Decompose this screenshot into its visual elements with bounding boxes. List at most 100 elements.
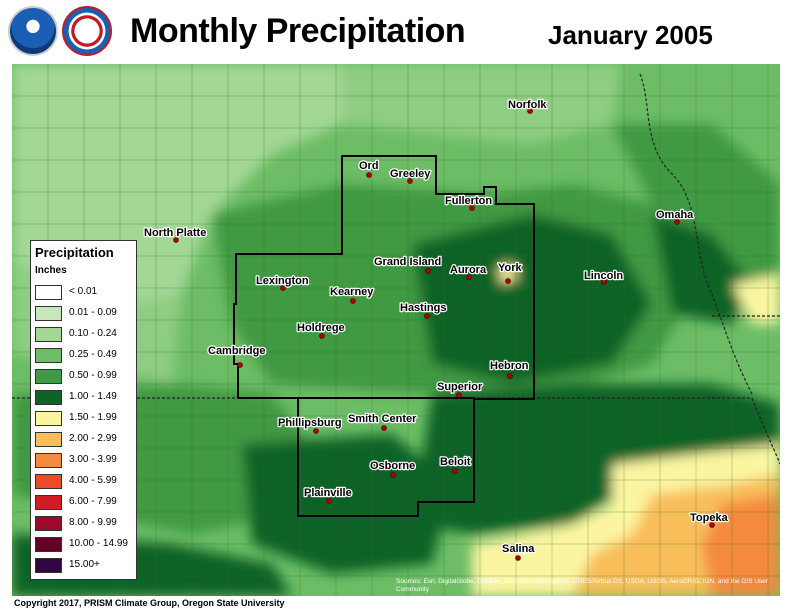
legend-label: 15.00+: [69, 559, 100, 570]
legend-swatch: [35, 474, 62, 489]
svg-text:Grand Island: Grand Island: [374, 256, 441, 268]
svg-text:Salina: Salina: [502, 543, 535, 555]
city-beloit: Beloit: [439, 455, 472, 474]
legend-item: 0.01 - 0.09: [35, 306, 135, 322]
svg-text:Hastings: Hastings: [400, 302, 446, 314]
map-date: January 2005: [548, 20, 713, 50]
legend-swatch: [35, 411, 62, 426]
legend-label: 1.00 - 1.49: [69, 391, 117, 402]
precipitation-map: Norfolk Ord Greeley Fullerton North Plat…: [12, 64, 780, 596]
svg-text:Topeka: Topeka: [690, 512, 729, 524]
zone-yellow-york: [498, 264, 518, 284]
zone-dark-3: [242, 434, 452, 574]
city-kearney: Kearney: [329, 285, 376, 304]
city-omaha: Omaha: [655, 208, 695, 225]
svg-text:Kearney: Kearney: [330, 286, 374, 298]
svg-text:Superior: Superior: [437, 381, 483, 393]
city-ord: Ord: [358, 159, 380, 178]
city-grand-island: Grand Island: [373, 255, 443, 274]
header: Monthly Precipitation January 2005: [0, 0, 792, 62]
legend-item: 1.50 - 1.99: [35, 411, 135, 427]
svg-text:Omaha: Omaha: [656, 209, 694, 221]
legend-item: 0.25 - 0.49: [35, 348, 135, 364]
svg-text:Holdrege: Holdrege: [297, 322, 345, 334]
legend-label: 0.01 - 0.09: [69, 307, 117, 318]
noaa-logo-icon: [8, 6, 58, 56]
legend-label: 6.00 - 7.99: [69, 496, 117, 507]
nws-logo-icon: [62, 6, 112, 56]
legend-label: 3.00 - 3.99: [69, 454, 117, 465]
city-smith-center: Smith Center: [347, 412, 418, 431]
copyright-text: Copyright 2017, PRISM Climate Group, Ore…: [14, 598, 285, 608]
legend-swatch: [35, 432, 62, 447]
city-york: York: [497, 261, 524, 284]
city-osborne: Osborne: [369, 459, 416, 478]
city-lexington: Lexington: [255, 274, 310, 291]
legend-title: Precipitation: [35, 245, 114, 260]
map-legend: Precipitation Inches < 0.01 0.01 - 0.09 0.…: [30, 240, 137, 580]
map-attribution: Sources: Esri, DigitalGlobe, GeoEye, Ear…: [396, 578, 769, 593]
city-phillipsburg: Phillipsburg: [277, 416, 343, 434]
zone-dark-5: [652, 214, 752, 324]
legend-label: 0.50 - 0.99: [69, 370, 117, 381]
legend-item: 15.00+: [35, 558, 135, 574]
city-lincoln: Lincoln: [583, 269, 625, 285]
legend-swatch: [35, 537, 62, 552]
city-fullerton: Fullerton: [444, 194, 494, 211]
legend-swatch: [35, 453, 62, 468]
svg-text:York: York: [498, 262, 523, 274]
city-plainville: Plainville: [303, 486, 353, 504]
legend-label: 8.00 - 9.99: [69, 517, 117, 528]
legend-swatch: [35, 390, 62, 405]
region-outline: [233, 155, 535, 517]
legend-swatch: [35, 306, 62, 321]
legend-swatch: [35, 516, 62, 531]
map-title: Monthly Precipitation: [130, 12, 466, 50]
legend-label: 10.00 - 14.99: [69, 538, 128, 549]
svg-text:Norfolk: Norfolk: [508, 99, 547, 111]
city-hastings: Hastings: [399, 301, 448, 319]
svg-text:North Platte: North Platte: [144, 227, 206, 239]
city-greeley: Greeley: [389, 167, 432, 184]
legend-item: 6.00 - 7.99: [35, 495, 135, 511]
legend-label: < 0.01: [69, 286, 98, 297]
legend-label: 1.50 - 1.99: [69, 412, 117, 423]
legend-item: 2.00 - 2.99: [35, 432, 135, 448]
city-hebron: Hebron: [489, 359, 530, 379]
legend-swatch: [35, 558, 62, 573]
legend-swatch: [35, 348, 62, 363]
svg-text:Hebron: Hebron: [490, 360, 529, 372]
legend-label: 0.25 - 0.49: [69, 349, 117, 360]
svg-text:Cambridge: Cambridge: [208, 345, 265, 357]
city-north-platte: North Platte: [143, 226, 208, 243]
city-topeka: Topeka: [689, 511, 730, 528]
city-aurora: Aurora: [449, 263, 488, 280]
legend-label: 4.00 - 5.99: [69, 475, 117, 486]
legend-item: 1.00 - 1.49: [35, 390, 135, 406]
city-norfolk: Norfolk: [507, 98, 549, 114]
city-salina: Salina: [501, 542, 537, 561]
svg-text:Osborne: Osborne: [370, 460, 415, 472]
city-layer: Norfolk Ord Greeley Fullerton North Plat…: [143, 98, 730, 561]
legend-label: 2.00 - 2.99: [69, 433, 117, 444]
legend-swatch: [35, 327, 62, 342]
legend-swatch: [35, 369, 62, 384]
legend-item: 3.00 - 3.99: [35, 453, 135, 469]
city-holdrege: Holdrege: [296, 321, 346, 339]
svg-text:Phillipsburg: Phillipsburg: [278, 417, 342, 429]
legend-swatch: [35, 495, 62, 510]
legend-swatch: [35, 285, 62, 300]
legend-item: < 0.01: [35, 285, 135, 301]
legend-item: 10.00 - 14.99: [35, 537, 135, 553]
svg-text:Greeley: Greeley: [390, 168, 431, 180]
zone-dark-1: [412, 214, 652, 384]
city-superior: Superior: [436, 380, 484, 398]
legend-label: 0.10 - 0.24: [69, 328, 117, 339]
svg-text:Beloit: Beloit: [440, 456, 471, 468]
svg-text:Plainville: Plainville: [304, 487, 352, 499]
svg-text:Smith Center: Smith Center: [348, 413, 417, 425]
svg-text:Ord: Ord: [359, 160, 379, 172]
legend-item: 8.00 - 9.99: [35, 516, 135, 532]
legend-item: 4.00 - 5.99: [35, 474, 135, 490]
zone-deep-orange-se: [702, 494, 780, 596]
